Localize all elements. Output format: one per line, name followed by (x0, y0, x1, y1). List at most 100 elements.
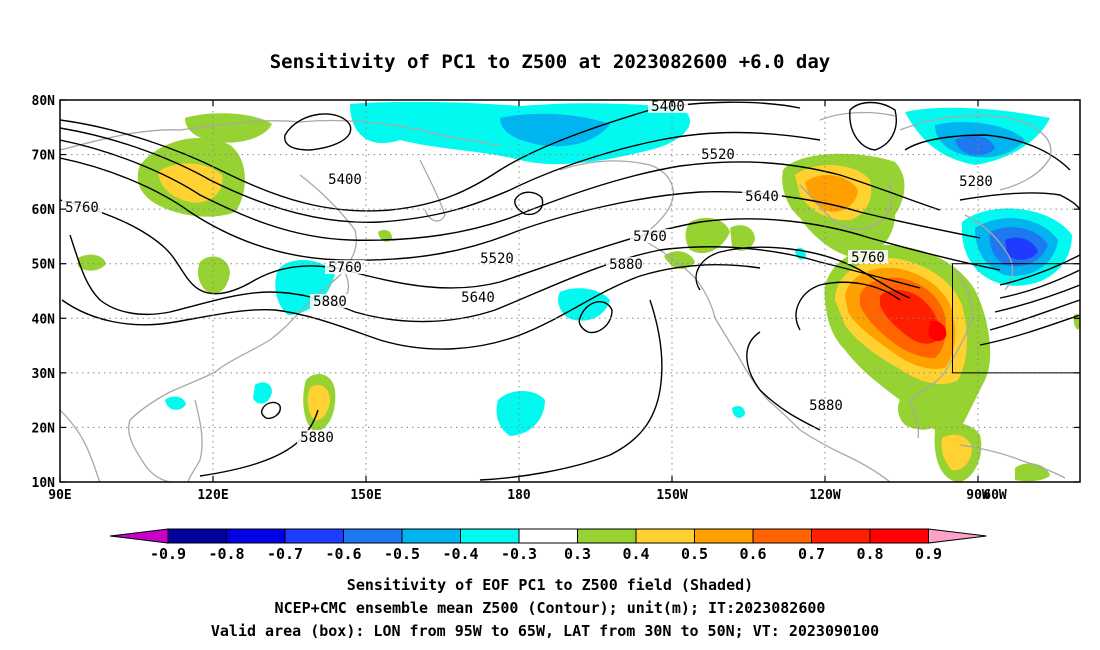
negative-shading-small-3 (732, 406, 745, 418)
coast-arctic-islands (819, 111, 896, 121)
coast-us-east (909, 269, 974, 401)
contour-label-bg (606, 257, 646, 271)
lon-tick-label: 180 (507, 488, 531, 503)
map-frame (59, 99, 1081, 483)
caption-line-2: NCEP+CMC ensemble mean Z500 (Contour); u… (275, 599, 826, 617)
contour-line (746, 331, 821, 431)
coast-china (129, 299, 313, 421)
contour-closed-low (514, 191, 544, 216)
colorbar-cell (577, 528, 637, 544)
colorbar-cell (460, 528, 520, 544)
positive-shading-gulf (897, 396, 940, 430)
negative-shading-arctic-core (500, 113, 610, 147)
coast-indochina (128, 419, 171, 482)
positive-shading-small-japan (378, 230, 392, 242)
positive-shading-small-west (78, 254, 106, 271)
contour-line (60, 157, 981, 261)
lon-tick-label: 150W (656, 488, 687, 503)
coast-philippines (187, 399, 203, 482)
contour-label-bg (742, 189, 782, 203)
negative-shading-small-1 (253, 382, 272, 404)
lat-tick-label: 30N (32, 367, 56, 382)
lon-tick-label: 60W (983, 488, 1007, 503)
colorbar-tick-label: -0.8 (208, 545, 244, 563)
contour-line (999, 254, 1080, 286)
contour-label-bg (848, 250, 888, 264)
positive-shading-philippine-core (307, 385, 330, 421)
lat-tick-label: 40N (32, 312, 56, 327)
lat-tick-label: 80N (32, 94, 56, 109)
colorbar-cell (167, 528, 227, 544)
contour-label: 5400 (651, 99, 685, 115)
contour-label-bg (806, 398, 846, 412)
contour-closed-ne (849, 101, 897, 151)
coast-mexico (799, 429, 891, 482)
contour-labels: 5400 5520 5280 5400 5640 5760 5760 5520 5760 5880… (62, 99, 996, 446)
colorbar-cell (869, 528, 929, 544)
negative-shading-subtropical (496, 391, 545, 436)
coast-kamchatka (419, 159, 446, 222)
colorbar: -0.9 -0.8 -0.7 -0.6 -0.5 -0.4 -0.3 0.3 0.4 0.5 0.6… (109, 528, 987, 563)
contour-label: 5520 (480, 251, 514, 267)
contour-line (60, 127, 821, 223)
positive-shading-siberia-north (185, 113, 272, 143)
lat-tick-label: 10N (32, 476, 56, 491)
coast-alaska (559, 160, 674, 239)
negative-shading-greenland-center (955, 135, 995, 156)
colorbar-tick-label: -0.5 (384, 545, 420, 563)
contour-closed-nw (284, 113, 352, 151)
colorbar-tick-label: 0.9 (915, 545, 942, 563)
contour-line (999, 269, 1080, 299)
coast-florida (909, 399, 920, 439)
contour-label-bg (956, 174, 996, 188)
contour-label: 5760 (851, 250, 885, 266)
figure-title: Sensitivity of PC1 to Z500 at 2023082600… (270, 51, 831, 73)
contour-label: 5760 (65, 200, 99, 216)
negative-shading-arctic-west (390, 110, 440, 130)
lon-tick-label: 120E (197, 488, 228, 503)
colorbar-tick-label: 0.5 (681, 545, 708, 563)
positive-shading-eastus-core (928, 320, 947, 342)
contour-line (60, 199, 1001, 295)
contour-label: 5880 (300, 430, 334, 446)
contour-line (795, 281, 901, 331)
coast-hudson (799, 181, 893, 230)
contour-label-bg (630, 229, 670, 243)
lon-tick-label: 90E (48, 488, 71, 503)
contour-label-bg (297, 430, 337, 444)
positive-shading-siberia-core (158, 163, 223, 203)
map-panel: 5400 5520 5280 5400 5640 5760 5760 5520 5760 5880… (32, 94, 1081, 503)
lon-tick-label: 150E (350, 488, 381, 503)
colorbar-tick-label: -0.4 (442, 545, 478, 563)
contour-line (904, 134, 1071, 171)
contour-label-bg (458, 290, 498, 304)
contour-label: 5400 (328, 172, 362, 188)
coast-canada-west (639, 237, 716, 319)
negative-shading-japan (275, 260, 335, 315)
lat-tick-label: 50N (32, 258, 56, 273)
coastlines (60, 111, 1066, 482)
colorbar-tick-label: 0.7 (798, 545, 825, 563)
colorbar-tick-label: 0.8 (856, 545, 883, 563)
positive-shading-mongolia (197, 256, 230, 294)
contour-label: 5640 (461, 290, 495, 306)
colorbar-tick-label: -0.9 (150, 545, 186, 563)
contour-label: 5280 (959, 174, 993, 190)
positive-shading-alaska (685, 217, 730, 254)
contour-line (479, 299, 663, 481)
negative-shading-labrador-center (1005, 237, 1038, 260)
coast-asia-east (299, 174, 357, 301)
positive-shading-alaska-3 (664, 251, 695, 269)
colorbar-tick-label: 0.6 (739, 545, 766, 563)
colorbar-tick-label: -0.6 (325, 545, 361, 563)
contour-label-bg (648, 100, 688, 113)
coast-india (60, 409, 101, 482)
contour-label-bg (325, 172, 365, 186)
colorbar-tick-label: -0.3 (501, 545, 537, 563)
contour-label-bg (310, 294, 350, 308)
colorbar-cell (284, 528, 344, 544)
coast-asia-north (60, 119, 501, 151)
contour-line (69, 234, 921, 323)
latitude-axis: 80N 70N 60N 50N 40N 30N 20N 10N (32, 94, 1080, 491)
